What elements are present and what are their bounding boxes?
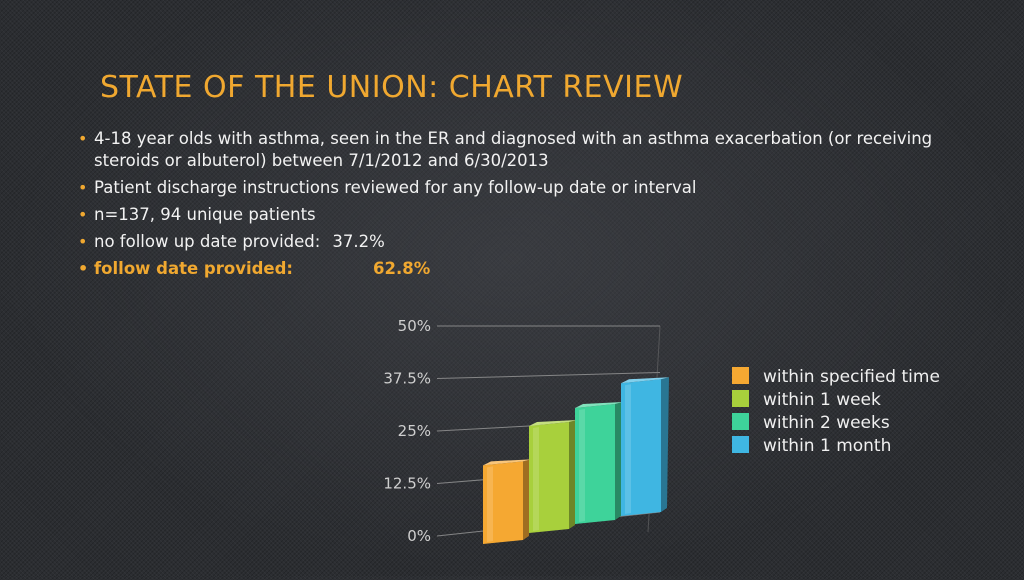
bar-top [529,420,577,427]
bullet-text: 4-18 year olds with asthma, seen in the … [94,129,933,170]
bullet-sample-size: • n=137, 94 unique patients [78,204,978,226]
y-tick-label: 25% [398,422,431,440]
bullet-dot-icon: • [78,129,88,148]
bullet-discharge: • Patient discharge instructions reviewed… [78,177,978,199]
bar-top [483,459,531,466]
bullet-text: Patient discharge instructions reviewed … [94,178,697,197]
bar-highlight [579,409,585,522]
bar-highlight [533,427,539,531]
bullet-followup: • follow date provided: 62.8% [78,258,978,280]
bar-side [661,377,669,512]
bar-highlight [625,384,631,514]
legend-label: within 1 month [763,436,891,456]
legend-label: within 2 weeks [763,413,890,433]
bullet-dot-icon: • [78,205,88,224]
bullet-value: 62.8% [373,259,431,278]
bullet-value: 37.2% [332,232,385,251]
bullet-label: no follow up date provided: [94,232,321,251]
bar-top [621,377,669,384]
legend-swatch [732,390,749,407]
bullet-text: n=137, 94 unique patients [94,205,316,224]
bullet-no-followup: • no follow up date provided: 37.2% [78,231,978,253]
bullet-dot-icon: • [78,259,89,278]
legend-label: within specified time [763,367,940,387]
bullet-label: follow date provided: [94,259,294,278]
gridline [436,372,661,379]
legend-label: within 1 week [763,390,881,410]
legend-swatch [732,413,749,430]
bullet-list: • 4-18 year olds with asthma, seen in the… [78,128,978,285]
bar-highlight [487,466,493,542]
y-tick-label: 12.5% [383,475,431,493]
y-tick-label: 50% [398,317,431,335]
legend-swatch [732,436,749,453]
slide-title: STATE OF THE UNION: CHART REVIEW [100,70,684,105]
bullet-criteria: • 4-18 year olds with asthma, seen in the… [78,128,978,172]
bullet-dot-icon: • [78,178,88,197]
y-tick-label: 37.5% [383,370,431,388]
y-tick-label: 0% [407,527,431,545]
bullet-dot-icon: • [78,232,88,251]
legend-swatch [732,367,749,384]
bar-top [575,402,623,409]
